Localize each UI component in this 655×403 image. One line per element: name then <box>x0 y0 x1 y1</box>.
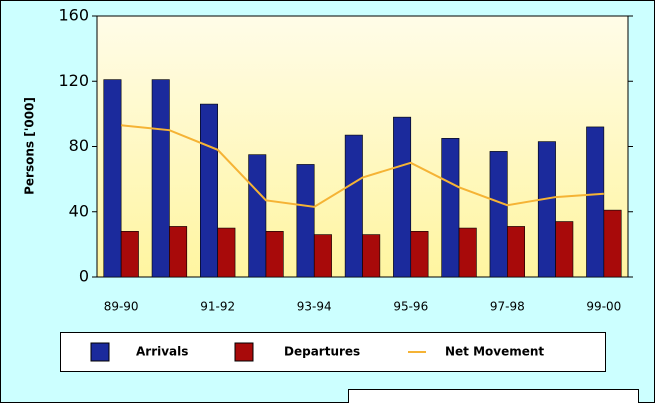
y-tick-label: 120 <box>58 71 89 90</box>
x-tick-label: 97-98 <box>490 300 525 314</box>
bar <box>120 231 139 278</box>
bar <box>586 126 605 278</box>
bar <box>103 79 122 278</box>
bar <box>362 234 381 278</box>
y-tick-label: 40 <box>69 201 89 220</box>
y-axis-label: Persons ['000] <box>23 97 37 195</box>
source-box <box>348 389 639 403</box>
x-tick-label: 89-90 <box>104 300 139 314</box>
bar <box>265 231 284 278</box>
bar <box>537 141 556 278</box>
x-tick-label: 99-00 <box>586 300 621 314</box>
x-tick-label: 95-96 <box>393 300 428 314</box>
bar <box>344 134 363 278</box>
bar <box>393 116 412 278</box>
legend <box>60 332 606 372</box>
y-tick-label: 80 <box>69 136 89 155</box>
bar <box>200 103 218 278</box>
bar <box>217 227 236 278</box>
legend-swatch <box>90 342 110 362</box>
bar <box>169 226 188 278</box>
bar <box>458 227 477 278</box>
y-tick-label: 160 <box>58 6 89 25</box>
bar <box>296 164 315 278</box>
bar <box>507 226 525 278</box>
y-tick-label: 0 <box>79 267 89 286</box>
x-tick-label: 91-92 <box>200 300 235 314</box>
legend-label: Departures <box>284 345 360 359</box>
bar <box>313 234 332 278</box>
bar <box>151 79 170 278</box>
x-tick-label: 93-94 <box>297 300 332 314</box>
bar <box>248 154 267 278</box>
line <box>121 124 604 208</box>
bar <box>410 231 429 278</box>
bar <box>603 209 622 278</box>
legend-label: Net Movement <box>445 345 544 359</box>
bar <box>555 221 574 278</box>
bar <box>441 138 460 278</box>
legend-swatch <box>234 342 254 362</box>
legend-label: Arrivals <box>136 345 188 359</box>
bar <box>489 151 508 278</box>
